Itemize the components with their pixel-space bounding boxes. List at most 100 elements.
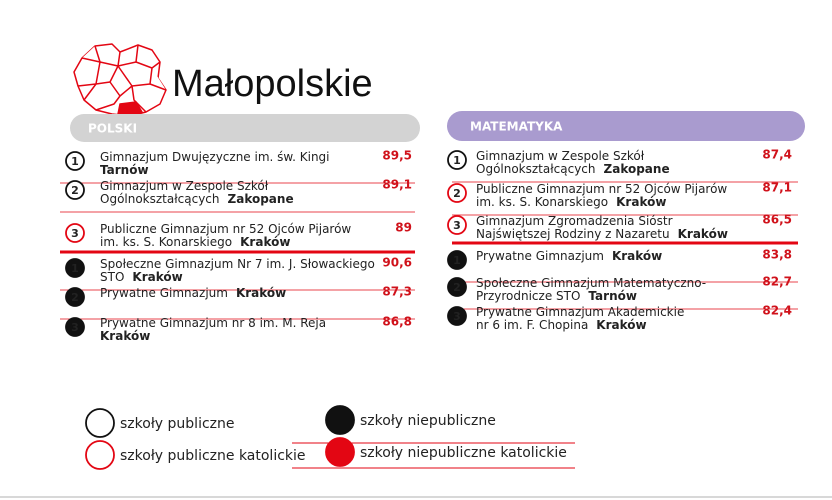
school-name: Prywatne Gimnazjum Kraków (476, 249, 662, 263)
city: Kraków (240, 235, 290, 249)
school-name: Prywatne Gimnazjum Akademickie (476, 305, 684, 319)
school-name: Ogólnokształcących Zakopane (100, 192, 294, 206)
school-text: Społeczne Gimnazjum Nr 7 im. J. Słowacki… (100, 257, 375, 271)
city: Zakopane (228, 192, 294, 206)
city: Kraków (596, 318, 646, 332)
rank: 1 (453, 154, 461, 167)
school-text: Publiczne Gimnazjum nr 52 Ojców Pijarów (100, 222, 351, 236)
school-text: Gimnazjum Zgromadzenia Sióstr (476, 214, 673, 228)
rank: 3 (453, 310, 461, 323)
rank: 3 (71, 227, 79, 240)
legend-label: szkoły niepubliczne (360, 413, 496, 429)
school-name: Gimnazjum Dwujęzyczne im. św. Kingi (100, 150, 330, 164)
school-name: Publiczne Gimnazjum nr 52 Ojców Pijarów (100, 222, 351, 236)
rank-badge (65, 317, 85, 337)
legend-marker (325, 437, 355, 467)
rank-badge (447, 150, 467, 170)
school-name: Tarnów (100, 163, 149, 177)
rank: 1 (71, 262, 79, 275)
legend-label: szkoły niepubliczne katolickie (360, 445, 567, 461)
score: 86,5 (762, 213, 792, 227)
school-name: Przyrodnicze STO Tarnów (476, 289, 637, 303)
city: Kraków (100, 329, 150, 343)
school-text: Gimnazjum w Zespole Szkół (476, 149, 645, 163)
school-text: STO (100, 270, 124, 284)
score: 83,8 (762, 248, 792, 262)
school-name: Społeczne Gimnazjum Nr 7 im. J. Słowacki… (100, 257, 375, 271)
rank-badge (65, 151, 85, 171)
school-text: im. ks. S. Konarskiego (476, 195, 608, 209)
legend-label: szkoły publiczne (120, 416, 235, 432)
city: Kraków (616, 195, 666, 209)
school-text: Prywatne Gimnazjum Akademickie (476, 305, 684, 319)
school-name: Prywatne Gimnazjum nr 8 im. M. Reja (100, 316, 326, 330)
school-text: nr 6 im. F. Chopina (476, 318, 588, 332)
school-text: Gimnazjum w Zespole Szkół (100, 179, 269, 193)
city: Tarnów (588, 289, 637, 303)
school-name: Gimnazjum w Zespole Szkół (100, 179, 269, 193)
title: Małopolskie (172, 63, 373, 105)
legend-label: szkoły publiczne katolickie (120, 448, 306, 464)
score: 89,5 (382, 149, 412, 163)
subject-label: MATEMATYKA (470, 120, 563, 134)
rank-badge (447, 183, 467, 203)
school-name: STO Kraków (100, 270, 183, 284)
rank-badge (447, 277, 467, 297)
rank: 1 (71, 155, 79, 168)
school-name: Ogólnokształcących Zakopane (476, 162, 670, 176)
rank-badge (65, 258, 85, 278)
school-name: im. ks. S. Konarskiego Kraków (100, 235, 290, 249)
school-text: Publiczne Gimnazjum nr 52 Ojców Pijarów (476, 182, 727, 196)
rank: 2 (71, 184, 79, 197)
score: 87,4 (762, 148, 792, 162)
score: 82,7 (762, 275, 792, 289)
school-text: Prywatne Gimnazjum (100, 286, 228, 300)
score: 89,1 (382, 178, 412, 192)
subject-header (447, 111, 805, 141)
score: 82,4 (762, 304, 792, 318)
school-text: Prywatne Gimnazjum nr 8 im. M. Reja (100, 316, 326, 330)
region-map (73, 43, 167, 117)
rank-badge (65, 223, 85, 243)
rank: 2 (453, 281, 461, 294)
rank-badge (65, 180, 85, 200)
city: Kraków (236, 286, 286, 300)
legend-marker (85, 440, 115, 470)
school-name: Prywatne Gimnazjum Kraków (100, 286, 286, 300)
school-text: Ogólnokształcących (100, 192, 220, 206)
school-name: im. ks. S. Konarskiego Kraków (476, 195, 666, 209)
legend-marker (325, 405, 355, 435)
rank-badge (65, 287, 85, 307)
school-name: Społeczne Gimnazjum Matematyczno- (476, 276, 706, 290)
score: 87,1 (762, 181, 792, 195)
score: 89 (395, 221, 412, 235)
school-text: Gimnazjum Dwujęzyczne im. św. Kingi (100, 150, 330, 164)
score: 87,3 (382, 285, 412, 299)
school-name: Publiczne Gimnazjum nr 52 Ojców Pijarów (476, 182, 727, 196)
rank: 3 (71, 321, 79, 334)
school-text: Prywatne Gimnazjum (476, 249, 604, 263)
school-name: Gimnazjum w Zespole Szkół (476, 149, 645, 163)
rank: 3 (453, 219, 461, 232)
legend-marker (85, 408, 115, 438)
school-name: Gimnazjum Zgromadzenia Sióstr (476, 214, 673, 228)
city: Kraków (132, 270, 182, 284)
school-text: Przyrodnicze STO (476, 289, 580, 303)
city: Zakopane (604, 162, 670, 176)
school-name: Kraków (100, 329, 150, 343)
rank-badge (447, 306, 467, 326)
city: Kraków (612, 249, 662, 263)
subject-label: POLSKI (88, 122, 137, 136)
rank: 1 (453, 254, 461, 267)
school-name: Najświętszej Rodziny z Nazaretu Kraków (476, 227, 728, 241)
school-text: im. ks. S. Konarskiego (100, 235, 232, 249)
rank-badge (447, 250, 467, 270)
score: 90,6 (382, 256, 412, 270)
subject-header (70, 114, 420, 142)
city: Kraków (678, 227, 728, 241)
city: Tarnów (100, 163, 149, 177)
school-text: Ogólnokształcących (476, 162, 596, 176)
rank: 2 (71, 291, 79, 304)
school-text: Społeczne Gimnazjum Matematyczno- (476, 276, 706, 290)
